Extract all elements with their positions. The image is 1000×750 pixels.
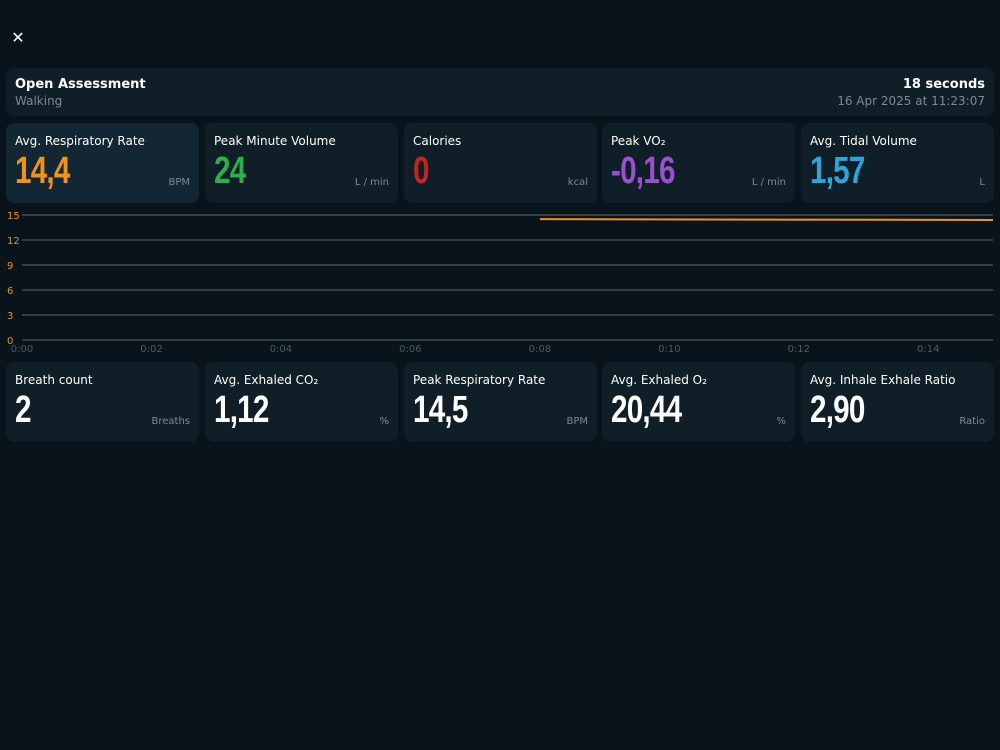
metric-unit: BPM	[566, 416, 588, 427]
bottom-metrics-row: Breath count 2 Breaths Avg. Exhaled CO₂ …	[6, 362, 996, 442]
metric-label: Peak VO₂	[611, 134, 666, 148]
activity-label: Walking	[15, 94, 63, 108]
metric-value: 2,90	[810, 389, 865, 431]
metric-card-avg-respiratory-rate[interactable]: Avg. Respiratory Rate 14,4 BPM	[6, 123, 199, 203]
metric-label: Peak Respiratory Rate	[413, 373, 546, 387]
metric-card-calories[interactable]: Calories 0 kcal	[404, 123, 597, 203]
metric-value: 20,44	[611, 389, 682, 431]
metric-card-peak-minute-volume[interactable]: Peak Minute Volume 24 L / min	[205, 123, 398, 203]
metric-unit: kcal	[567, 177, 588, 188]
metric-label: Avg. Exhaled O₂	[611, 373, 707, 387]
chart-x-tick-label: 0:02	[140, 344, 162, 355]
metric-unit: L / min	[354, 177, 389, 188]
assessment-header: Open Assessment Walking 18 seconds 16 Ap…	[6, 68, 994, 116]
metric-value: -0,16	[611, 150, 675, 192]
chart-x-tick-label: 0:10	[658, 344, 680, 355]
chart-x-tick-label: 0:04	[270, 344, 292, 355]
metric-value: 1,12	[214, 389, 269, 431]
metric-label: Peak Minute Volume	[214, 134, 336, 148]
metric-unit: L	[979, 177, 985, 188]
metric-unit: %	[379, 416, 389, 427]
metric-card-avg-exhaled-co2[interactable]: Avg. Exhaled CO₂ 1,12 %	[205, 362, 398, 442]
chart-y-tick-label: 0	[7, 336, 13, 347]
chart-x-tick-label: 0:08	[529, 344, 551, 355]
metric-card-avg-inhale-exhale-ratio[interactable]: Avg. Inhale Exhale Ratio 2,90 Ratio	[801, 362, 994, 442]
metric-value: 0	[413, 150, 429, 192]
chart-y-tick-label: 3	[7, 311, 13, 322]
metric-card-breath-count[interactable]: Breath count 2 Breaths	[6, 362, 199, 442]
metric-label: Breath count	[15, 373, 93, 387]
metric-card-peak-respiratory-rate[interactable]: Peak Respiratory Rate 14,5 BPM	[404, 362, 597, 442]
metric-unit: L / min	[751, 177, 786, 188]
chart-series-line	[539, 218, 994, 221]
metric-unit: BPM	[168, 177, 190, 188]
metric-unit: Breaths	[151, 416, 190, 427]
metric-card-avg-tidal-volume[interactable]: Avg. Tidal Volume 1,57 L	[801, 123, 994, 203]
chart-y-tick-label: 6	[7, 286, 13, 297]
metric-label: Avg. Inhale Exhale Ratio	[810, 373, 956, 387]
chart-svg: 0 3 6 9 12 15 0:00 0:02 0:04 0:06 0:08 0:10 0:12 0:14	[7, 211, 994, 355]
metric-value: 14,5	[413, 389, 468, 431]
metric-label: Calories	[413, 134, 462, 148]
metric-label: Avg. Exhaled CO₂	[214, 373, 319, 387]
metric-value: 14,4	[15, 150, 70, 192]
chart-y-tick-label: 9	[7, 261, 13, 272]
duration-label: 18 seconds	[902, 77, 985, 92]
metric-label: Avg. Tidal Volume	[810, 134, 917, 148]
chart-x-tick-label: 0:14	[917, 344, 939, 355]
close-button[interactable]: ✕	[9, 28, 27, 48]
metric-label: Avg. Respiratory Rate	[15, 134, 145, 148]
metric-value: 1,57	[810, 150, 865, 192]
close-icon: ✕	[11, 28, 25, 47]
metric-card-avg-exhaled-o2[interactable]: Avg. Exhaled O₂ 20,44 %	[602, 362, 795, 442]
chart-x-tick-label: 0:12	[788, 344, 810, 355]
metric-unit: %	[776, 416, 786, 427]
metric-value: 2	[15, 389, 31, 431]
assessment-title: Open Assessment	[15, 77, 146, 92]
chart-x-tick-label: 0:06	[399, 344, 421, 355]
metric-card-peak-vo2[interactable]: Peak VO₂ -0,16 L / min	[602, 123, 795, 203]
chart-x-tick-label: 0:00	[11, 344, 33, 355]
top-metrics-row: Avg. Respiratory Rate 14,4 BPM Peak Minu…	[6, 123, 996, 203]
chart-y-tick-label: 15	[7, 211, 20, 222]
chart-y-tick-label: 12	[7, 236, 20, 247]
metric-unit: Ratio	[959, 416, 985, 427]
metric-value: 24	[214, 150, 246, 192]
respiratory-rate-chart: 0 3 6 9 12 15 0:00 0:02 0:04 0:06 0:08 0:10 0:12 0:14	[0, 205, 1000, 360]
date-label: 16 Apr 2025 at 11:23:07	[837, 94, 985, 108]
